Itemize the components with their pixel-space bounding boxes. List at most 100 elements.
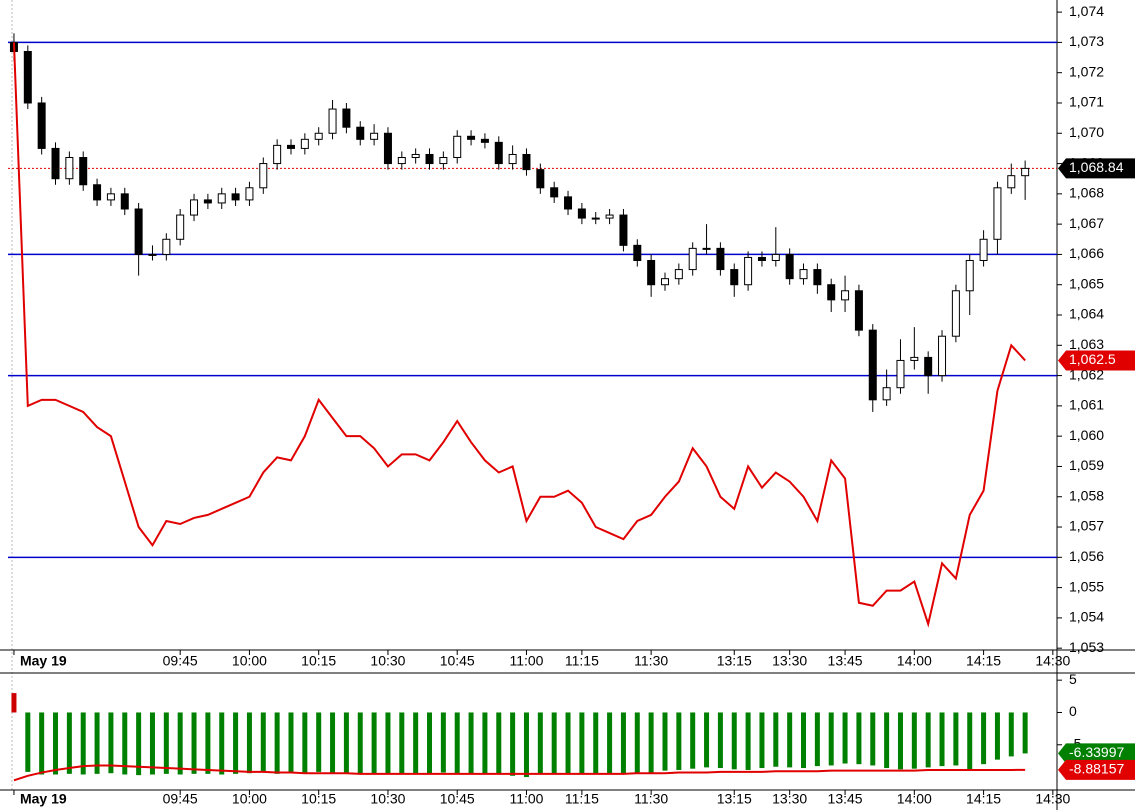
candle-body xyxy=(854,290,863,331)
histogram-bar xyxy=(537,712,543,775)
candle-body xyxy=(273,144,282,165)
candle-body xyxy=(356,126,365,140)
histogram-bar xyxy=(731,712,737,770)
histogram-bar xyxy=(205,712,211,774)
candle-body xyxy=(674,269,683,280)
candle-body xyxy=(162,238,171,255)
candle-body xyxy=(286,144,295,149)
line-series xyxy=(12,42,1026,628)
histogram-bar xyxy=(454,712,460,774)
y-tick-label: 5 xyxy=(1069,671,1077,687)
y-tick-label: 1,065 xyxy=(1069,275,1104,291)
histogram-bar xyxy=(177,712,183,775)
candle-body xyxy=(938,335,947,377)
histogram-bar xyxy=(496,712,502,775)
y-tick-label: 1,066 xyxy=(1069,245,1104,261)
x-tick-label: 11:30 xyxy=(634,653,668,669)
histogram-bar xyxy=(551,712,557,774)
histogram-bar xyxy=(1022,712,1028,754)
last-price-label-box xyxy=(1058,158,1135,179)
histogram-bar xyxy=(911,712,917,769)
histogram-bar xyxy=(620,712,626,775)
histogram-bar xyxy=(828,712,834,766)
histogram-bar xyxy=(233,712,239,774)
last-value-box xyxy=(1058,759,1135,780)
x-tick-label: 10:00 xyxy=(232,791,267,807)
candle-body xyxy=(536,169,545,189)
x-tick-label: May 19 xyxy=(20,791,67,807)
histogram-bar xyxy=(122,712,128,775)
y-tick-label: 1,070 xyxy=(1069,124,1104,140)
candle-body xyxy=(702,247,711,250)
candle-body xyxy=(79,157,88,186)
histogram-bar xyxy=(870,712,876,766)
histogram-bar xyxy=(579,712,585,774)
candle-body xyxy=(494,141,503,165)
candle-body xyxy=(176,214,185,240)
x-tick-label: 14:15 xyxy=(966,791,1001,807)
candle-body xyxy=(993,187,1002,240)
candle-body xyxy=(771,253,780,261)
histogram-bar xyxy=(704,712,710,768)
candle-body xyxy=(757,256,766,261)
histogram-bar xyxy=(676,712,682,770)
candle-body xyxy=(203,199,212,204)
candle-body xyxy=(93,184,102,201)
candle-body xyxy=(51,147,60,180)
x-tick-label: 14:00 xyxy=(897,791,932,807)
histogram-bar xyxy=(399,712,405,774)
candle-body xyxy=(37,102,46,149)
histogram-bar xyxy=(856,712,862,765)
histogram-bar xyxy=(607,712,613,774)
histogram-bar xyxy=(246,712,252,774)
histogram-bar xyxy=(66,712,72,774)
histogram-bar xyxy=(427,712,433,774)
y-tick-label: 1,063 xyxy=(1069,336,1104,352)
candle-body xyxy=(965,259,974,292)
x-tick-label: 10:45 xyxy=(440,791,475,807)
candle-body xyxy=(688,247,697,271)
candle-body xyxy=(813,269,822,286)
histogram-bar xyxy=(690,712,696,769)
candle-body xyxy=(1021,167,1030,177)
histogram-bar xyxy=(468,712,474,774)
histogram-bar xyxy=(897,712,903,770)
last-value-box xyxy=(1058,743,1135,764)
candle-body xyxy=(328,108,337,134)
last-value-label: -8.88157 xyxy=(1069,761,1124,777)
candle-body xyxy=(924,356,933,377)
x-tick-label: 13:45 xyxy=(828,653,863,669)
candle-body xyxy=(841,290,850,301)
candle-body xyxy=(65,157,74,180)
last-value-label: -6.33997 xyxy=(1069,744,1124,760)
y-tick-label: 1,059 xyxy=(1069,457,1104,473)
histogram-bar xyxy=(967,712,973,770)
candle-body xyxy=(23,50,32,104)
x-tick-label: 14:00 xyxy=(897,653,932,669)
x-tick-label: 10:15 xyxy=(301,653,336,669)
candle-body xyxy=(190,199,199,216)
candle-body xyxy=(425,153,434,165)
histogram-bar xyxy=(288,712,294,774)
histogram-bar xyxy=(884,712,890,769)
candle-body xyxy=(300,138,309,149)
histogram-bar xyxy=(53,712,59,775)
histogram-bar xyxy=(94,712,100,774)
histogram-bar xyxy=(759,712,765,769)
x-tick-label: 09:45 xyxy=(163,791,198,807)
x-tick-label: 10:00 xyxy=(232,653,267,669)
histogram-bar xyxy=(260,712,266,773)
x-tick-label: 10:15 xyxy=(301,791,336,807)
histogram-bar xyxy=(108,712,114,774)
y-tick-label: 1,064 xyxy=(1069,306,1104,322)
histogram-bar xyxy=(149,712,155,775)
last-price-label: 1,068.84 xyxy=(1069,159,1124,175)
overlay-last-label: 1,062.5 xyxy=(1069,351,1116,367)
histogram-bar xyxy=(385,712,391,775)
candle-body xyxy=(896,359,905,389)
x-tick-label: May 19 xyxy=(20,653,67,669)
histogram-bar xyxy=(482,712,488,775)
x-tick-label: 09:45 xyxy=(163,653,198,669)
x-tick-label: 14:30 xyxy=(1035,791,1070,807)
